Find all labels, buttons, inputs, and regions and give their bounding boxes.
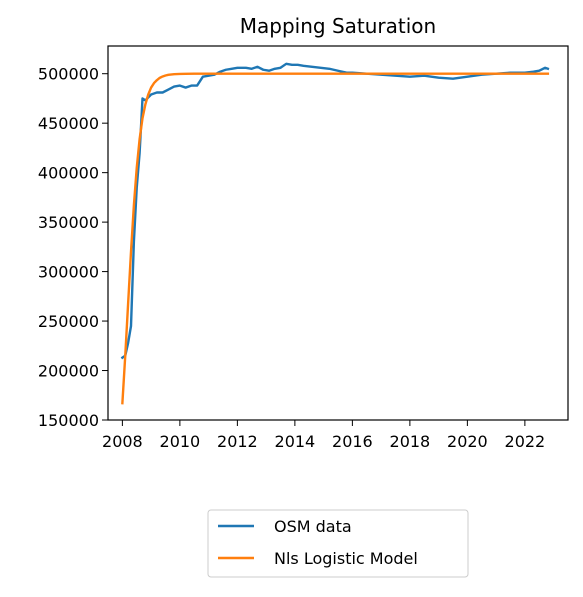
y-tick-label: 300000: [38, 263, 99, 282]
x-tick-label: 2008: [102, 432, 143, 451]
x-tick-label: 2012: [217, 432, 258, 451]
x-tick-label: 2016: [332, 432, 373, 451]
legend-label-osm-data: OSM data: [274, 517, 352, 536]
x-axis: 2008 2010 2012 2014 2016 2018 2020 2022: [102, 420, 545, 451]
y-tick-label: 500000: [38, 65, 99, 84]
x-tick-label: 2010: [160, 432, 201, 451]
y-tick-label: 250000: [38, 312, 99, 331]
plot-frame: [107, 45, 569, 421]
legend-box: [207, 509, 469, 578]
x-tick-label: 2018: [390, 432, 431, 451]
y-tick-label: 200000: [38, 362, 99, 381]
series-line-nls-logistic-model: [121, 72, 550, 405]
y-tick-label: 400000: [38, 164, 99, 183]
series-layer: [120, 62, 550, 405]
legend-label-nls-logistic-model: Nls Logistic Model: [274, 549, 418, 568]
x-tick-label: 2020: [447, 432, 488, 451]
y-tick-label: 350000: [38, 213, 99, 232]
series-line-osm-data: [120, 62, 550, 360]
y-tick-label: 450000: [38, 114, 99, 133]
x-tick-label: 2014: [275, 432, 316, 451]
chart-title: Mapping Saturation: [240, 14, 436, 38]
x-tick-label: 2022: [505, 432, 546, 451]
y-axis: 150000 200000 250000 300000 350000 400000 4500…: [38, 65, 108, 430]
legend: OSM data Nls Logistic Model: [207, 509, 469, 578]
y-tick-label: 150000: [38, 411, 99, 430]
